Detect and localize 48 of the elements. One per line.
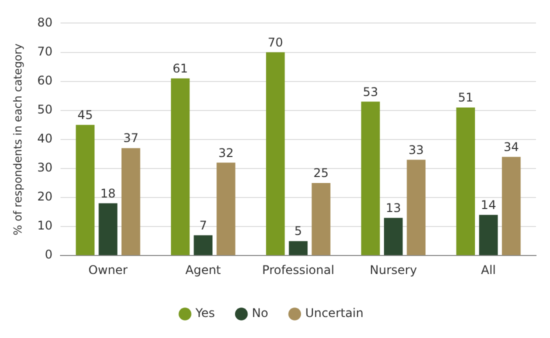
data-label: 51 bbox=[458, 90, 474, 105]
data-label: 53 bbox=[362, 84, 378, 99]
bar bbox=[288, 241, 308, 256]
data-label: 61 bbox=[172, 62, 188, 76]
bar bbox=[194, 235, 212, 256]
bar bbox=[361, 102, 380, 256]
y-tick-label: 20 bbox=[37, 190, 52, 204]
data-label: 70 bbox=[268, 35, 284, 50]
y-tick-label: 40 bbox=[37, 132, 52, 146]
bar bbox=[121, 148, 140, 256]
y-tick-label: 70 bbox=[37, 44, 52, 58]
bar bbox=[384, 218, 403, 256]
legend-label: Yes bbox=[194, 306, 215, 320]
data-label: 34 bbox=[504, 140, 519, 154]
y-axis-title: % of respondents in each category bbox=[11, 42, 24, 236]
y-tick-label: 30 bbox=[37, 160, 52, 175]
legend-label: Uncertain bbox=[305, 306, 364, 320]
data-label: 18 bbox=[100, 186, 116, 200]
y-tick-label: 50 bbox=[37, 102, 52, 116]
legend-label: No bbox=[252, 306, 268, 320]
y-tick-label: 10 bbox=[37, 218, 52, 233]
data-label: 7 bbox=[199, 218, 207, 232]
data-label: 5 bbox=[294, 224, 302, 238]
data-label: 14 bbox=[480, 198, 496, 212]
data-label: 13 bbox=[386, 200, 401, 215]
bar bbox=[98, 203, 118, 256]
data-label: 25 bbox=[313, 166, 329, 180]
x-tick-label: Agent bbox=[185, 262, 222, 277]
data-label: 37 bbox=[123, 131, 138, 146]
y-tick-label: 60 bbox=[37, 73, 52, 88]
x-tick-label: Nursery bbox=[370, 262, 417, 277]
x-tick-label: Owner bbox=[88, 262, 128, 277]
y-tick-label: 0 bbox=[44, 248, 52, 262]
bar bbox=[170, 78, 190, 256]
bar bbox=[266, 52, 285, 256]
bar bbox=[502, 156, 521, 256]
data-label: 32 bbox=[218, 146, 234, 160]
bar bbox=[479, 214, 498, 256]
bar bbox=[216, 162, 236, 256]
data-label: 33 bbox=[408, 142, 424, 157]
bar bbox=[312, 182, 330, 256]
bar bbox=[456, 107, 475, 256]
y-tick-label: 80 bbox=[37, 15, 52, 30]
x-tick-label: Professional bbox=[262, 262, 334, 277]
x-tick-label: All bbox=[481, 262, 496, 277]
bar bbox=[406, 160, 426, 256]
data-label: 45 bbox=[78, 108, 93, 122]
bar bbox=[76, 124, 95, 256]
